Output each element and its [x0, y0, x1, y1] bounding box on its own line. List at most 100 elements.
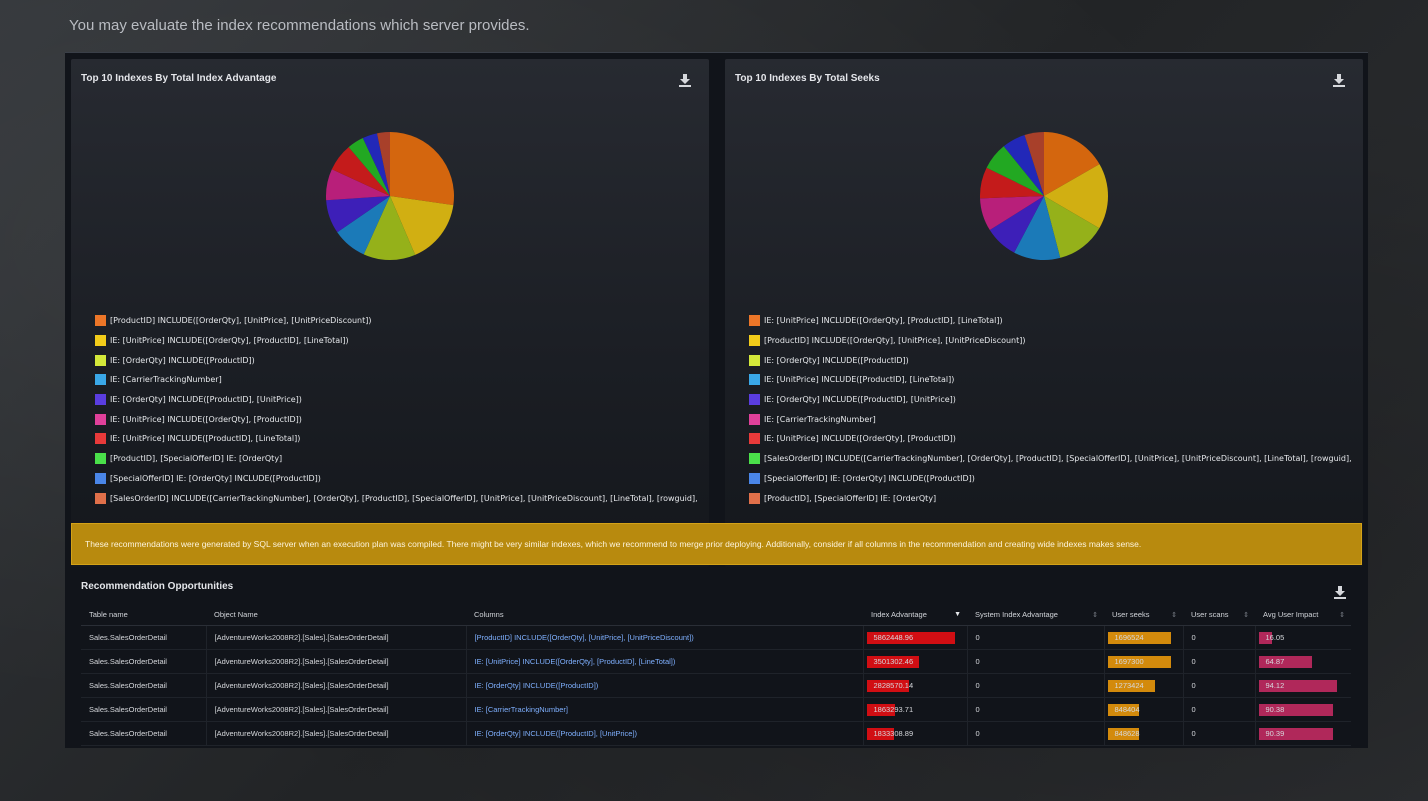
- legend-item[interactable]: IE: [UnitPrice] INCLUDE([OrderQty], [Pro…: [95, 331, 700, 351]
- column-header-label: Index Advantage: [871, 610, 927, 620]
- pie-slice[interactable]: [980, 167, 1044, 199]
- legend-label: [ProductID] INCLUDE([OrderQty], [UnitPri…: [110, 316, 372, 326]
- legend-item[interactable]: [SpecialOfferID] IE: [OrderQty] INCLUDE(…: [95, 469, 700, 489]
- index-advantage-cell: 1833308.89: [862, 721, 967, 746]
- object-name-cell: [AdventureWorks2008R2].[Sales].[SalesOrd…: [205, 697, 466, 722]
- download-icon[interactable]: [1332, 73, 1346, 87]
- user-scans-cell: 0: [1182, 625, 1255, 650]
- legend-item[interactable]: IE: [OrderQty] INCLUDE([ProductID]): [95, 350, 700, 370]
- object-name-cell: [AdventureWorks2008R2].[Sales].[SalesOrd…: [205, 721, 466, 746]
- column-header[interactable]: System Index Advantage ⇕: [967, 605, 1104, 626]
- legend-swatch: [749, 433, 760, 445]
- legend-item[interactable]: IE: [OrderQty] INCLUDE([ProductID]): [749, 350, 1354, 370]
- columns-cell[interactable]: [ProductID] INCLUDE([OrderQty], [UnitPri…: [465, 625, 863, 650]
- legend-item[interactable]: [ProductID] INCLUDE([OrderQty], [UnitPri…: [95, 311, 700, 331]
- value-bar: [1107, 703, 1139, 716]
- legend-label: [ProductID], [SpecialOfferID] IE: [Order…: [764, 493, 937, 503]
- legend-item[interactable]: IE: [CarrierTrackingNumber]: [95, 370, 700, 390]
- legend-label: IE: [CarrierTrackingNumber]: [764, 414, 876, 424]
- value-bar: [1258, 679, 1337, 692]
- legend-item[interactable]: [ProductID] INCLUDE([OrderQty], [UnitPri…: [749, 331, 1354, 351]
- pie-slice[interactable]: [376, 132, 390, 196]
- column-header[interactable]: Table name: [81, 605, 206, 626]
- columns-cell[interactable]: IE: [CarrierTrackingNumber]: [465, 697, 863, 722]
- column-header[interactable]: Columns: [466, 605, 863, 626]
- pie-slice[interactable]: [337, 196, 390, 255]
- column-header[interactable]: User seeks ⇕: [1104, 605, 1183, 626]
- legend-item[interactable]: IE: [UnitPrice] INCLUDE([OrderQty], [Pro…: [95, 409, 700, 429]
- legend-item[interactable]: [ProductID], [SpecialOfferID] IE: [Order…: [749, 488, 1354, 508]
- legend-item[interactable]: [SalesOrderID] INCLUDE([CarrierTrackingN…: [749, 449, 1354, 469]
- legend-swatch: [95, 335, 106, 347]
- sort-icon[interactable]: ⇕: [1339, 612, 1345, 619]
- pie-slice[interactable]: [326, 196, 390, 233]
- value-bar: [1258, 631, 1272, 644]
- pie-slice[interactable]: [1044, 164, 1108, 229]
- value-text: 16.05: [1265, 632, 1285, 642]
- value-text: 3501302.46: [873, 656, 914, 666]
- column-header[interactable]: User scans ⇕: [1183, 605, 1255, 626]
- value-bar: [866, 631, 955, 644]
- column-header[interactable]: Avg User Impact ⇕: [1255, 605, 1351, 626]
- value-bar: [1107, 679, 1155, 692]
- pie-slice[interactable]: [1024, 132, 1044, 196]
- value-bar: [1258, 727, 1334, 740]
- columns-cell[interactable]: IE: [UnitPrice] INCLUDE([OrderQty], [Pro…: [465, 649, 863, 674]
- legend-item[interactable]: IE: [OrderQty] INCLUDE([ProductID], [Uni…: [749, 390, 1354, 410]
- legend-label: [SalesOrderID] INCLUDE([CarrierTrackingN…: [764, 454, 1352, 464]
- legend-item[interactable]: IE: [OrderQty] INCLUDE([ProductID], [Uni…: [95, 390, 700, 410]
- recommendations-title: Recommendation Opportunities: [81, 581, 234, 592]
- pie-slice[interactable]: [326, 169, 390, 201]
- legend-item[interactable]: [SalesOrderID] INCLUDE([CarrierTrackingN…: [95, 488, 700, 508]
- column-header[interactable]: Object Name: [206, 605, 466, 626]
- pie-slice[interactable]: [1014, 196, 1061, 260]
- table-row[interactable]: Sales.SalesOrderDetail [AdventureWorks200…: [81, 625, 1351, 650]
- index-advantage-chart-panel: Top 10 Indexes By Total Index Advantage …: [71, 59, 709, 567]
- table-row[interactable]: Sales.SalesOrderDetail [AdventureWorks200…: [81, 721, 1351, 746]
- legend-item[interactable]: IE: [UnitPrice] INCLUDE([ProductID], [Li…: [749, 370, 1354, 390]
- table-row[interactable]: Sales.SalesOrderDetail [AdventureWorks200…: [81, 697, 1351, 722]
- download-icon[interactable]: [678, 73, 692, 87]
- legend-swatch: [95, 354, 106, 366]
- table-row[interactable]: Sales.SalesOrderDetail [AdventureWorks200…: [81, 673, 1351, 698]
- legend-item[interactable]: IE: [CarrierTrackingNumber]: [749, 409, 1354, 429]
- legend-swatch: [95, 433, 106, 445]
- column-header-label: User scans: [1191, 610, 1229, 620]
- columns-cell[interactable]: IE: [OrderQty] INCLUDE([ProductID]): [465, 673, 863, 698]
- value-text: 94.12: [1265, 680, 1285, 690]
- pie-slice[interactable]: [362, 133, 390, 196]
- pie-slice[interactable]: [348, 138, 390, 196]
- user-scans-cell: 0: [1182, 649, 1255, 674]
- pie-slice[interactable]: [331, 147, 390, 196]
- legend-item[interactable]: IE: [UnitPrice] INCLUDE([OrderQty], [Pro…: [749, 311, 1354, 331]
- pie-slice[interactable]: [390, 196, 454, 255]
- sort-icon[interactable]: ⇕: [1171, 612, 1177, 619]
- legend-item[interactable]: IE: [UnitPrice] INCLUDE([OrderQty], [Pro…: [749, 429, 1354, 449]
- pie-slice[interactable]: [1044, 132, 1100, 196]
- intro-text: You may evaluate the index recommendatio…: [69, 17, 530, 34]
- sort-desc-icon[interactable]: ▼: [954, 611, 961, 618]
- columns-cell[interactable]: IE: [OrderQty] INCLUDE([ProductID], [Uni…: [465, 721, 863, 746]
- legend-swatch: [95, 453, 106, 465]
- legend-item[interactable]: IE: [UnitPrice] INCLUDE([ProductID], [Li…: [95, 429, 700, 449]
- pie-slice[interactable]: [986, 146, 1044, 196]
- panel-title: Top 10 Indexes By Total Seeks: [735, 73, 880, 84]
- column-header[interactable]: Index Advantage ▼: [863, 605, 967, 626]
- legend-item[interactable]: [ProductID], [SpecialOfferID] IE: [Order…: [95, 449, 700, 469]
- pie-slice[interactable]: [980, 196, 1044, 231]
- legend-swatch: [749, 453, 760, 465]
- sort-icon[interactable]: ⇕: [1243, 612, 1249, 619]
- table-row[interactable]: Sales.SalesOrderDetail [AdventureWorks200…: [81, 649, 1351, 674]
- legend-label: IE: [OrderQty] INCLUDE([ProductID]): [764, 355, 909, 365]
- pie-slice[interactable]: [1003, 135, 1044, 196]
- pie-slice[interactable]: [1044, 196, 1100, 258]
- download-icon[interactable]: [1333, 585, 1347, 599]
- pie-slice[interactable]: [989, 196, 1044, 253]
- pie-slice[interactable]: [363, 196, 416, 260]
- legend-label: IE: [UnitPrice] INCLUDE([ProductID], [Li…: [110, 434, 301, 444]
- user-seeks-cell: 1273424: [1103, 673, 1183, 698]
- legend-item[interactable]: [SpecialOfferID] IE: [OrderQty] INCLUDE(…: [749, 469, 1354, 489]
- sort-icon[interactable]: ⇕: [1092, 612, 1098, 619]
- pie-slice[interactable]: [390, 132, 454, 206]
- recommendations-table: Table name Object Name Columns Index Advant…: [81, 605, 1351, 746]
